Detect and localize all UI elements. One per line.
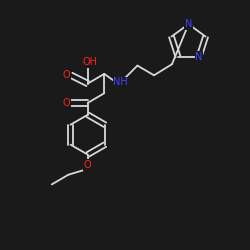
Text: NH: NH (114, 77, 128, 87)
Text: O: O (62, 98, 70, 108)
Text: N: N (196, 52, 203, 62)
Text: N: N (185, 19, 192, 29)
Text: O: O (84, 160, 92, 170)
Text: OH: OH (82, 57, 98, 67)
Text: O: O (62, 70, 70, 80)
